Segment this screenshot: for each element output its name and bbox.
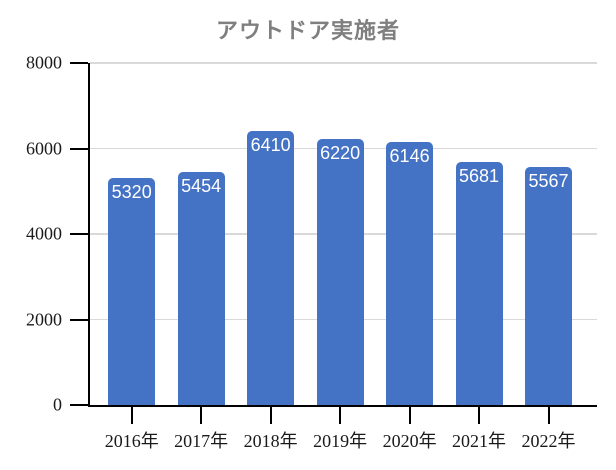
bar-value-2018年: 6410	[250, 134, 291, 155]
y-tick-4000	[70, 233, 88, 235]
chart-title: アウトドア実施者	[215, 18, 400, 43]
x-tick-2020年	[408, 407, 411, 424]
x-tick-2019年	[339, 407, 342, 424]
bar-value-2021年: 5681	[459, 166, 500, 187]
x-tick-2018年	[269, 407, 272, 424]
gridline-8000	[90, 62, 597, 64]
bar-2016年: 5320	[108, 177, 156, 405]
bar-2022年: 5567	[525, 167, 573, 405]
bar-2018年: 6410	[247, 130, 295, 405]
bar-value-2022年: 5567	[528, 171, 569, 191]
y-tick-8000	[70, 62, 88, 64]
x-axis-label-2021年: 2021年	[452, 431, 507, 451]
y-axis-label-0: 0	[53, 394, 62, 415]
bar-2020年: 6146	[386, 142, 434, 405]
x-axis-label-2018年: 2018年	[243, 431, 298, 451]
bar-value-2019年: 6220	[320, 143, 361, 164]
x-axis-label-2016年: 2016年	[104, 431, 159, 451]
x-axis-label-2017年: 2017年	[174, 431, 229, 451]
x-axis-line	[88, 405, 597, 407]
bar-value-2020年: 6146	[389, 146, 430, 167]
x-tick-2021年	[478, 407, 481, 424]
x-tick-2022年	[547, 407, 550, 424]
x-tick-2017年	[200, 407, 203, 424]
y-tick-2000	[70, 318, 88, 321]
bar-2019年: 6220	[316, 139, 364, 405]
bar-value-2016年: 5320	[111, 181, 152, 202]
y-axis-label-8000: 8000	[26, 52, 62, 73]
x-axis-label-2022年: 2022年	[521, 431, 576, 451]
bar-value-2017年: 5454	[181, 175, 222, 196]
plot-area: 0 2000 4000 6000 8000 5320 2016年 5454 2017年 6410 2…	[26, 53, 597, 451]
y-axis-label-6000: 6000	[26, 138, 62, 158]
x-axis-label-2019年: 2019年	[313, 431, 368, 451]
y-tick-0	[70, 404, 88, 406]
x-tick-2016年	[130, 407, 133, 424]
bar-2017年: 5454	[177, 171, 225, 405]
y-axis-label-2000: 2000	[26, 309, 62, 329]
y-tick-6000	[70, 147, 88, 150]
y-axis-line	[88, 63, 90, 407]
bar-2021年: 5681	[455, 162, 503, 405]
y-axis-label-4000: 4000	[26, 223, 62, 244]
x-axis-label-2020年: 2020年	[382, 431, 437, 451]
